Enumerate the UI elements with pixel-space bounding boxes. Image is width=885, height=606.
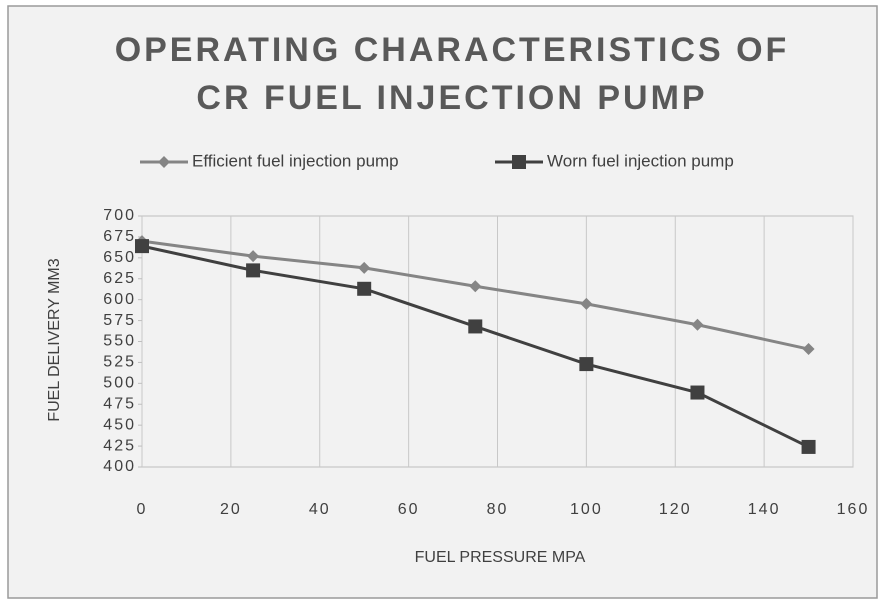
data-point <box>691 318 704 331</box>
x-tick-label: 100 <box>570 501 603 518</box>
y-tick-label: 700 <box>103 207 136 224</box>
data-point <box>135 239 149 254</box>
data-point <box>690 385 705 400</box>
y-tick-label: 550 <box>103 333 136 350</box>
data-point <box>247 250 260 263</box>
y-tick-label: 575 <box>103 312 136 329</box>
legend-label: Efficient fuel injection pump <box>192 151 399 170</box>
y-tick-label: 475 <box>103 395 136 412</box>
chart-title: CR FUEL INJECTION PUMP <box>196 79 707 117</box>
data-point <box>246 263 261 278</box>
x-tick-label: 60 <box>398 501 420 518</box>
x-axis-label: FUEL PRESSURE MPA <box>415 549 586 566</box>
legend-label: Worn fuel injection pump <box>547 151 734 170</box>
data-point <box>468 319 483 334</box>
data-point <box>358 261 371 274</box>
data-point <box>469 280 482 293</box>
y-axis-label: FUEL DELIVERY MM3 <box>46 258 63 421</box>
x-tick-label: 140 <box>748 501 781 518</box>
y-tick-label: 525 <box>103 354 136 371</box>
data-point <box>579 357 594 372</box>
y-tick-label: 450 <box>103 416 136 433</box>
x-tick-label: 160 <box>837 501 870 518</box>
y-tick-label: 425 <box>103 437 136 454</box>
chart-frame <box>7 5 878 599</box>
x-tick-label: 80 <box>487 501 509 518</box>
chart-title: OPERATING CHARACTERISTICS OF <box>115 31 790 69</box>
y-tick-label: 600 <box>103 291 136 308</box>
data-point <box>580 297 593 310</box>
data-point <box>801 439 816 454</box>
y-tick-label: 625 <box>103 270 136 287</box>
y-tick-label: 500 <box>103 375 136 392</box>
legend-marker <box>512 155 526 169</box>
x-tick-label: 40 <box>309 501 331 518</box>
x-tick-label: 20 <box>220 501 242 518</box>
data-point <box>802 343 815 356</box>
y-tick-label: 400 <box>103 458 136 475</box>
x-tick-label: 0 <box>137 501 148 518</box>
x-tick-label: 120 <box>659 501 692 518</box>
y-tick-label: 675 <box>103 228 136 245</box>
legend-marker <box>158 156 170 168</box>
data-point <box>357 281 372 296</box>
y-tick-label: 650 <box>103 249 136 266</box>
